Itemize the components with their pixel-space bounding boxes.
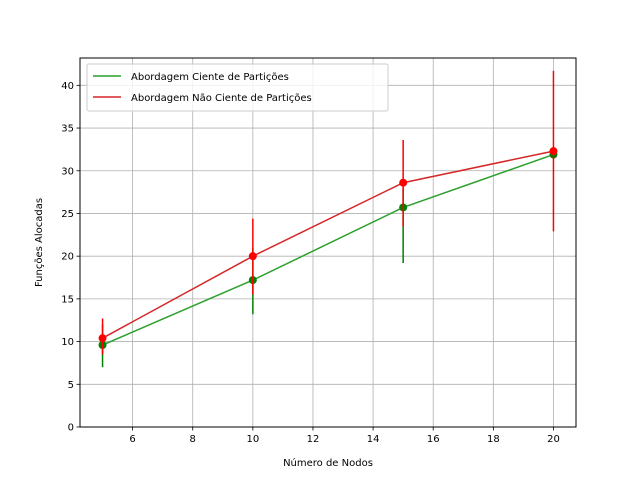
y-tick-label: 40 — [61, 81, 74, 92]
y-tick-label: 20 — [61, 252, 74, 263]
x-tick-label: 6 — [129, 434, 135, 445]
x-tick-label: 10 — [246, 434, 259, 445]
x-tick-label: 12 — [307, 434, 320, 445]
series-line — [102, 153, 554, 346]
y-tick-label: 5 — [68, 380, 74, 391]
x-tick-label: 16 — [427, 434, 440, 445]
data-point — [549, 147, 558, 156]
x-tick-label: 14 — [367, 434, 380, 445]
ticks: 6 8 10 12 14 16 18 20 0 5 10 15 20 25 30 35 40 — [61, 81, 560, 445]
y-tick-label: 10 — [61, 337, 74, 348]
x-tick-label: 20 — [547, 434, 560, 445]
series-layer — [98, 70, 558, 368]
series-line — [102, 150, 554, 339]
plot-frame — [79, 57, 577, 428]
y-axis-label: Funções Alocadas — [34, 198, 45, 287]
y-tick-label: 25 — [61, 209, 74, 220]
x-tick-label: 18 — [487, 434, 500, 445]
y-tick-label: 30 — [61, 166, 74, 177]
legend: Abordagem Ciente de Partições Abordagem … — [86, 63, 389, 112]
data-point — [248, 252, 257, 261]
legend-label-series-1: Abordagem Ciente de Partições — [131, 72, 289, 83]
x-tick-label: 8 — [190, 434, 196, 445]
legend-box — [86, 63, 389, 112]
data-point — [98, 334, 107, 343]
y-tick-label: 35 — [61, 124, 74, 135]
series-2 — [98, 70, 558, 355]
y-tick-label: 0 — [68, 423, 74, 434]
y-tick-label: 15 — [61, 294, 74, 305]
legend-label-series-2: Abordagem Não Ciente de Partições — [131, 93, 312, 104]
data-point — [399, 178, 408, 187]
x-axis-label: Número de Nodos — [283, 457, 373, 469]
